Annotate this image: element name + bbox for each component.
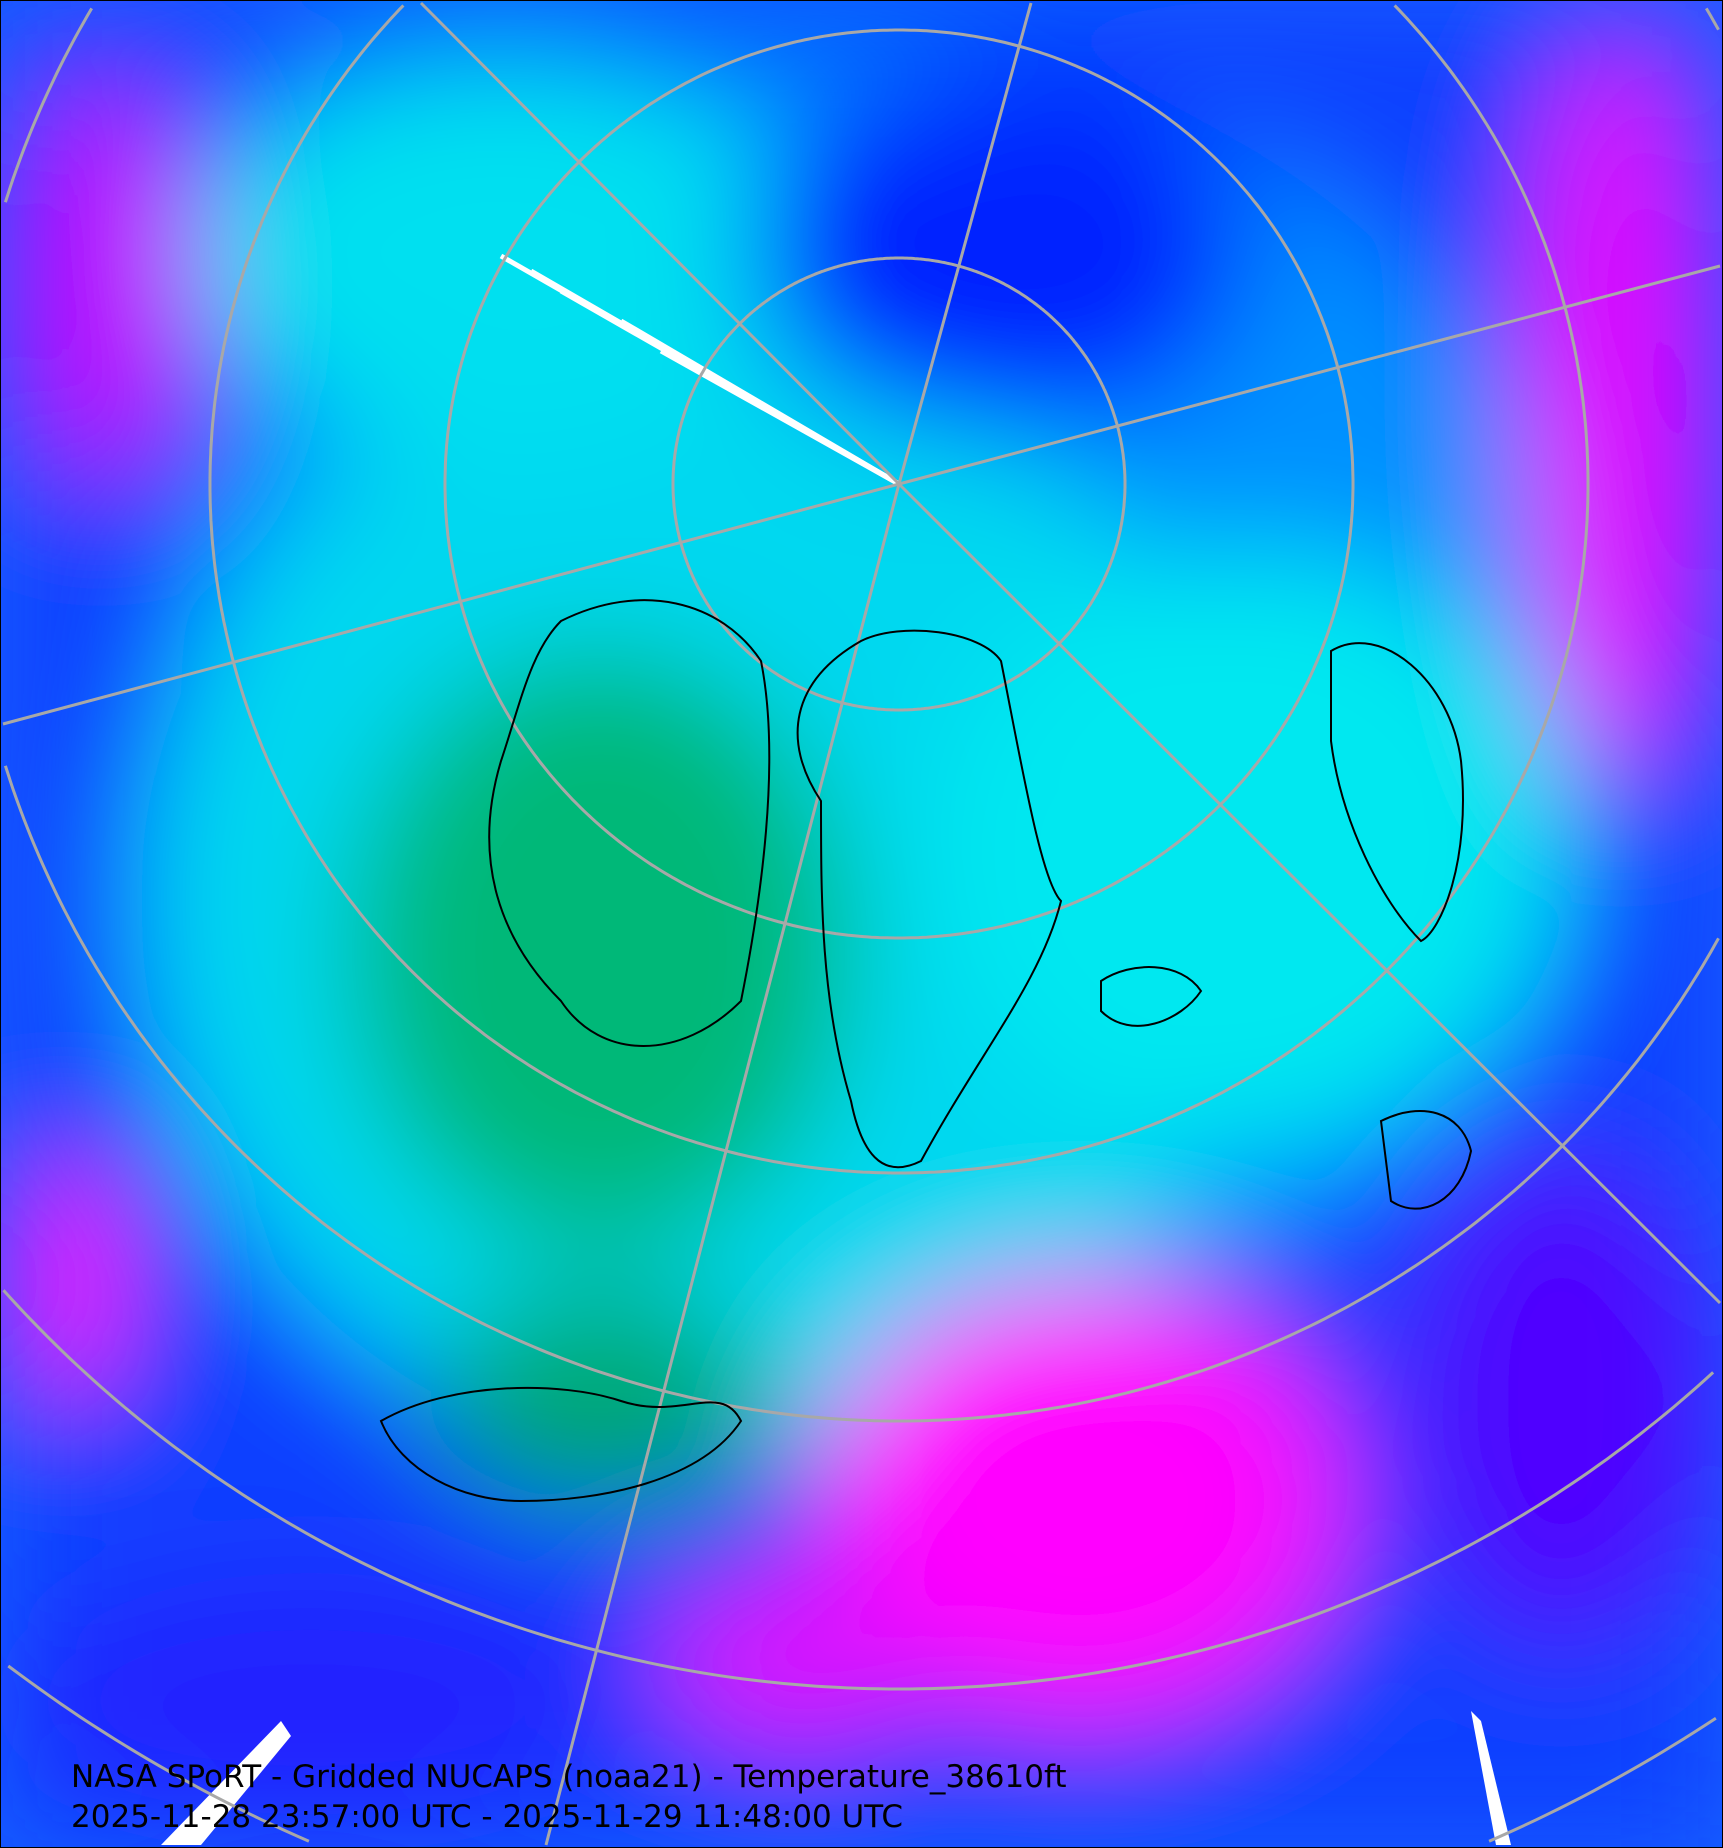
latitude-circle	[3, 7, 93, 203]
latitude-circle	[671, 256, 1127, 712]
latitude-circle	[1488, 1716, 1717, 1843]
map-time-range: 2025-11-28 23:57:00 UTC - 2025-11-29 11:…	[71, 1799, 903, 1835]
latitude-circle	[1705, 7, 1720, 31]
no-data-streaks	[161, 253, 1511, 1845]
latitude-circle	[3, 765, 1720, 1423]
coastlines	[379, 599, 1473, 1503]
latitude-circle	[7, 1664, 310, 1843]
map-title: NASA SPoRT - Gridded NUCAPS (noaa21) - T…	[71, 1759, 1067, 1795]
latitude-circle	[2, 1289, 1715, 1691]
latitude-circle	[1393, 4, 1590, 484]
latitude-circle	[443, 28, 1355, 940]
